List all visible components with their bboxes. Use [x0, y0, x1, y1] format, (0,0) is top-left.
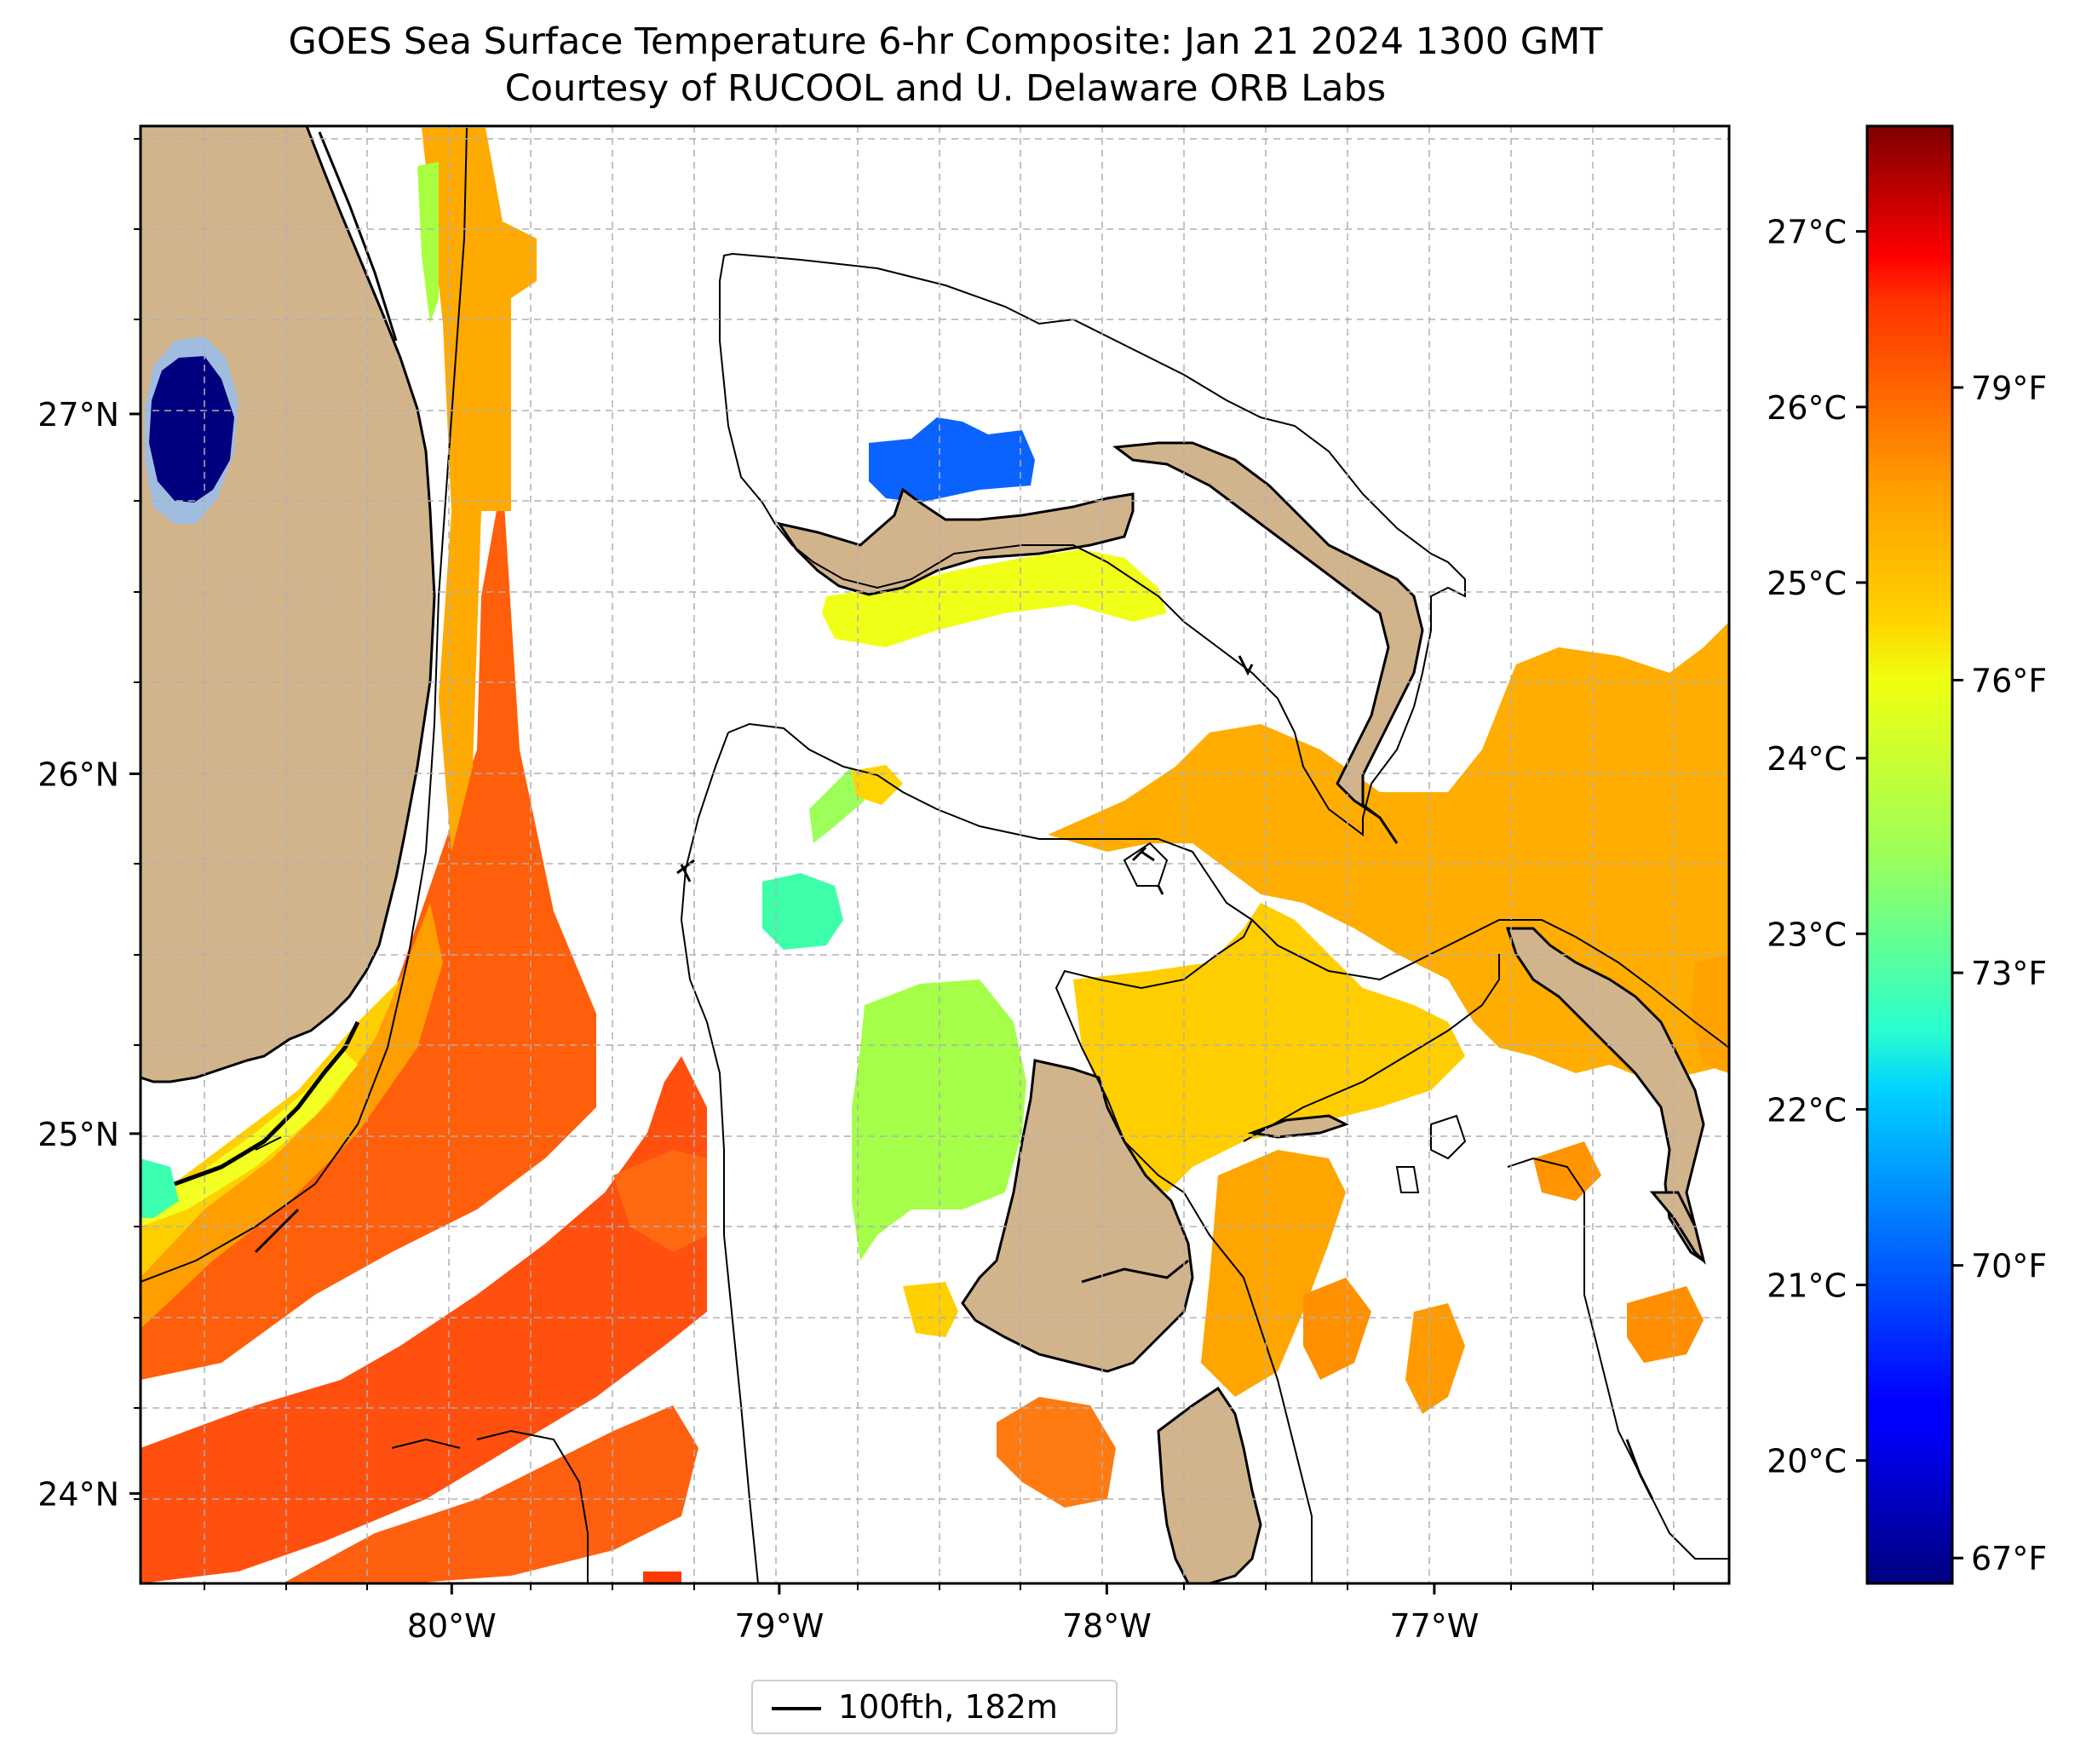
colorbar-celsius-axis: 20°C 21°C 22°C 23°C 24°C 25°C 26°C 27°C	[1767, 214, 1867, 1480]
sst-florida-current-orange	[141, 903, 443, 1329]
lat-axis: 24°N 25°N 26°N 27°N	[37, 396, 141, 1513]
sst-exuma-yellow	[1073, 903, 1465, 1192]
sst-keys-yellow	[141, 1048, 358, 1227]
colorbar-fahrenheit-label: 67°F	[1971, 1540, 2047, 1577]
land-great-abaco	[1112, 441, 1424, 844]
sst-keys-teal	[141, 1158, 179, 1218]
colorbar-frame	[1865, 124, 1954, 1585]
sst-small-red	[643, 1572, 681, 1583]
land-small-island	[1238, 655, 1254, 676]
colorbar-fahrenheit-label: 70°F	[1971, 1248, 2047, 1285]
colorbar-celsius-label: 20°C	[1767, 1443, 1847, 1480]
colorbar-celsius-label: 25°C	[1767, 565, 1847, 602]
legend-label: 100fth, 182m	[838, 1688, 1058, 1726]
sst-east-edge	[1691, 954, 1729, 1073]
sst-gulf-stream-north	[422, 128, 537, 852]
colorbar-celsius-label: 21°C	[1767, 1267, 1847, 1305]
land-keys	[174, 1020, 360, 1187]
colorbar-celsius-label: 22°C	[1767, 1091, 1847, 1129]
sst-straits-band	[282, 1405, 698, 1583]
isobath-100fth	[141, 127, 1729, 1583]
legend: 100fth, 182m	[751, 1680, 1118, 1734]
lon-tick-label: 77°W	[1389, 1607, 1479, 1645]
land-keys-small	[254, 1208, 300, 1254]
sst-yellow-spot	[903, 1282, 958, 1337]
legend-line-swatch	[772, 1707, 821, 1710]
sst-small-yellow	[852, 765, 903, 805]
sst-small-green	[809, 767, 865, 843]
lon-tick-label: 78°W	[1062, 1607, 1152, 1645]
land-andros-split	[1081, 1259, 1189, 1284]
lon-tick-label: 80°W	[407, 1607, 497, 1645]
colorbar-celsius-label: 27°C	[1767, 214, 1847, 251]
sst-lake-okeechobee	[149, 356, 234, 503]
sst-map: 24°N 25°N 26°N 27°N 80°W 79°W 78°W 77°W	[37, 124, 1731, 1645]
sst-south-andros	[997, 1397, 1116, 1508]
lat-tick-label: 25°N	[37, 1116, 119, 1153]
sst-east-orange	[1627, 1286, 1704, 1363]
sst-florida-keys-warm	[141, 1056, 707, 1583]
colorbar-fahrenheit-label: 79°F	[1971, 370, 2047, 407]
map-subtitle: Courtesy of RUCOOL and U. Delaware ORB L…	[504, 67, 1387, 110]
sst-exuma-tail	[1303, 1278, 1371, 1380]
lon-axis: 80°W 79°W 78°W 77°W	[407, 1583, 1479, 1645]
colorbar-celsius-label: 23°C	[1767, 916, 1847, 953]
sst-florida-current	[141, 477, 596, 1380]
lat-tick-label: 26°N	[37, 756, 119, 793]
colorbar-gradient	[1867, 126, 1952, 1583]
colorbar-celsius-label: 24°C	[1767, 740, 1847, 778]
lat-tick-label: 24°N	[37, 1475, 119, 1513]
land-andros-north-specks	[1131, 846, 1164, 895]
map-title: GOES Sea Surface Temperature 6-hr Compos…	[288, 20, 1603, 63]
colorbar: 20°C 21°C 22°C 23°C 24°C 25°C 26°C 27°C 67°F 70°…	[1767, 124, 2047, 1585]
sst-providence-teal	[762, 873, 843, 950]
land-grand-bahama	[776, 487, 1135, 596]
land-andros	[961, 1059, 1194, 1373]
colorbar-fahrenheit-label: 73°F	[1971, 955, 2047, 992]
sst-gulf-stream-green	[417, 162, 439, 324]
lon-tick-label: 79°W	[734, 1607, 824, 1645]
land-beach-barrier	[318, 131, 398, 342]
sst-abaco-yellow	[822, 549, 1167, 647]
colorbar-celsius-label: 26°C	[1767, 389, 1847, 427]
gridlines	[141, 126, 1729, 1583]
sst-east-small	[1533, 1141, 1601, 1201]
lat-tick-label: 27°N	[37, 396, 119, 434]
map-frame	[139, 124, 1731, 1585]
sst-grand-bahama-blue	[869, 417, 1035, 503]
sst-cat-island	[1405, 1303, 1465, 1414]
colorbar-fahrenheit-axis: 67°F 70°F 73°F 76°F 79°F	[1952, 370, 2047, 1577]
sst-exuma-lower	[1201, 1150, 1346, 1397]
land-exuma-small	[1247, 1114, 1349, 1139]
colorbar-fahrenheit-label: 76°F	[1971, 663, 2047, 700]
